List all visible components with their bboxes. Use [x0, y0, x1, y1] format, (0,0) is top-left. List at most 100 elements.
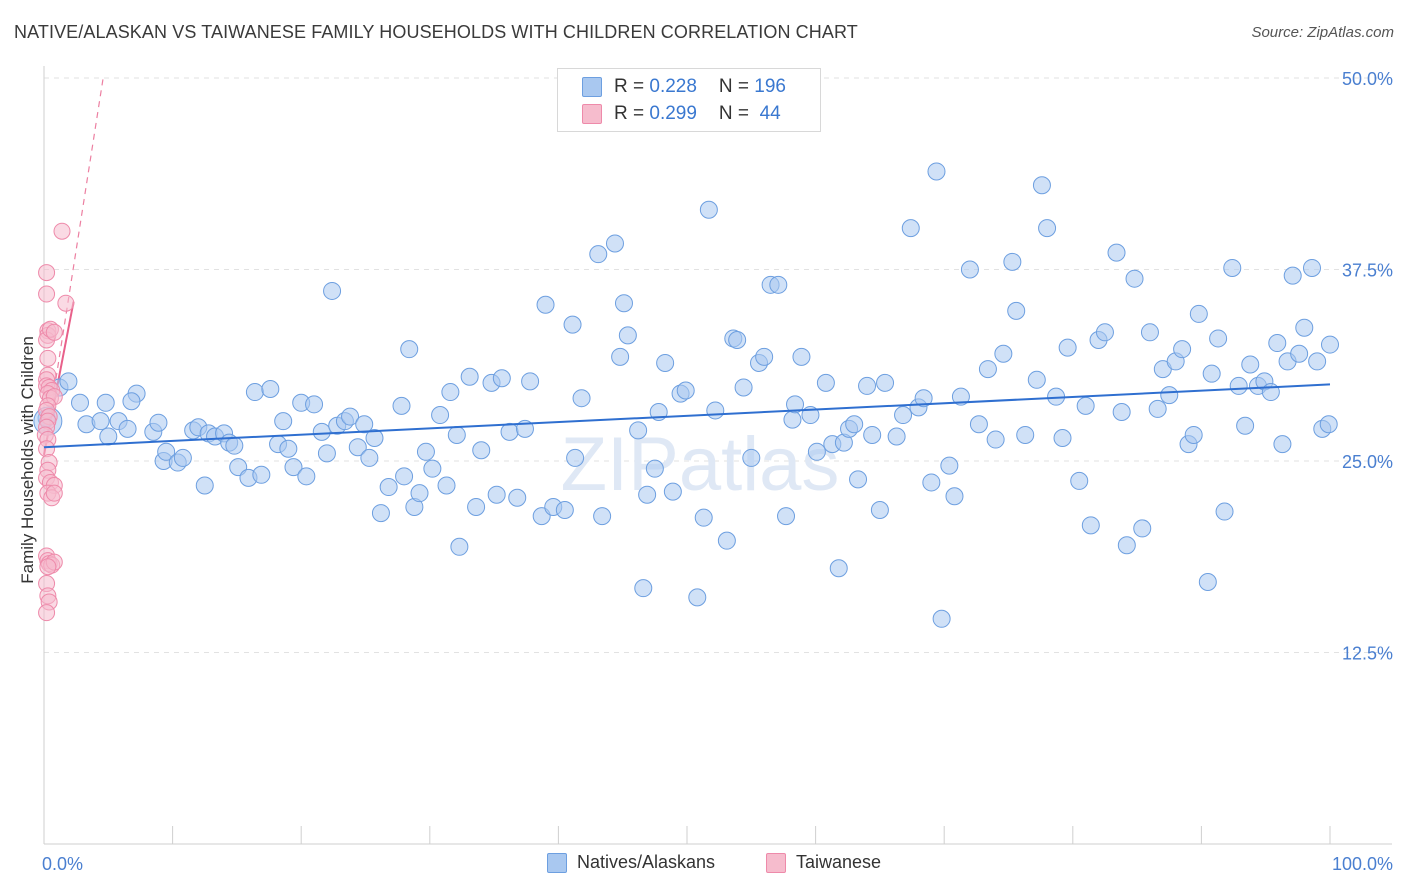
natives-point: [157, 442, 176, 461]
natives-point: [91, 412, 110, 431]
natives-point: [1058, 338, 1077, 357]
natives-point: [1095, 323, 1114, 342]
natives-point: [755, 347, 774, 366]
natives-point: [1125, 269, 1144, 288]
natives-points: [33, 162, 1339, 628]
natives-point: [994, 344, 1013, 363]
natives-point: [769, 275, 788, 294]
natives-point: [932, 609, 951, 628]
natives-point: [355, 415, 374, 434]
natives-point: [472, 441, 491, 460]
natives-point: [593, 507, 612, 526]
natives-point: [521, 372, 540, 391]
natives-point: [379, 478, 398, 497]
natives-point: [960, 260, 979, 279]
taiwanese-swatch: [582, 104, 602, 124]
taiwanese-point: [45, 484, 63, 502]
natives-point: [699, 200, 718, 219]
legend-n-value-natives: 196: [754, 76, 786, 97]
natives-point: [1038, 219, 1057, 238]
natives-point: [1223, 258, 1242, 277]
natives-point: [688, 588, 707, 607]
natives-point: [1133, 519, 1152, 538]
natives-point: [663, 482, 682, 501]
natives-point: [252, 465, 271, 484]
natives-point: [1295, 318, 1314, 337]
natives-point: [676, 381, 695, 400]
natives-point: [467, 497, 486, 516]
y-tick-label: 25.0%: [1342, 452, 1393, 472]
stats-legend: R = 0.228 N = 196 R = 0.299 N = 44: [557, 68, 821, 132]
legend-n-value-taiwanese: 44: [754, 103, 781, 124]
legend-r-value-taiwanese: 0.299: [649, 103, 697, 124]
natives-point: [447, 425, 466, 444]
taiwanese-point: [38, 264, 56, 282]
natives-point: [1016, 425, 1035, 444]
natives-point: [1007, 301, 1026, 320]
natives-point: [618, 326, 637, 345]
taiwanese-point: [39, 349, 57, 367]
natives-point: [450, 537, 469, 556]
natives-point: [395, 467, 414, 486]
taiwanese-point: [53, 222, 71, 240]
legend-n-label: N =: [718, 76, 755, 97]
natives-point: [1215, 502, 1234, 521]
natives-point: [638, 485, 657, 504]
natives-point: [1202, 364, 1221, 383]
natives-legend-swatch: [547, 852, 567, 873]
taiwanese-point: [45, 323, 63, 341]
y-tick-label: 12.5%: [1342, 644, 1393, 664]
natives-point: [922, 473, 941, 492]
legend-item-taiwanese: Taiwanese: [766, 852, 881, 873]
natives-point: [96, 393, 115, 412]
natives-point: [734, 378, 753, 397]
legend-n-label: N =: [718, 103, 755, 124]
natives-point: [894, 406, 913, 425]
natives-point: [371, 504, 390, 523]
natives-point: [717, 531, 736, 550]
natives-point: [858, 376, 877, 395]
natives-point: [816, 373, 835, 392]
legend-r-label: R =: [614, 76, 650, 97]
x-tick-label: 100.0%: [1332, 854, 1393, 874]
natives-point: [360, 448, 379, 467]
natives-point: [492, 369, 511, 388]
natives-point: [1107, 243, 1126, 262]
natives-point: [1283, 266, 1302, 285]
natives-point: [341, 407, 360, 426]
natives-point: [348, 438, 367, 457]
natives-point: [1140, 323, 1159, 342]
natives-point: [274, 412, 293, 431]
natives-point: [951, 387, 970, 406]
natives-point: [634, 579, 653, 598]
natives-point: [566, 448, 585, 467]
natives-point: [1209, 329, 1228, 348]
natives-point: [305, 395, 324, 414]
natives-point: [986, 430, 1005, 449]
natives-point: [1189, 304, 1208, 323]
natives-point: [487, 485, 506, 504]
natives-point: [1319, 415, 1338, 434]
taiwanese-point: [38, 604, 56, 622]
taiwanese-points: [36, 222, 75, 622]
natives-point: [1117, 536, 1136, 555]
natives-point: [437, 476, 456, 495]
natives-point: [1308, 352, 1327, 371]
natives-point: [392, 396, 411, 415]
natives-point: [1003, 252, 1022, 271]
natives-point: [245, 383, 264, 402]
natives-point: [317, 444, 336, 463]
natives-point: [431, 406, 450, 425]
natives-point: [876, 373, 895, 392]
natives-point: [1184, 425, 1203, 444]
natives-point: [914, 389, 933, 408]
natives-point: [323, 281, 342, 300]
natives-point: [863, 425, 882, 444]
natives-point: [441, 383, 460, 402]
natives-point: [614, 294, 633, 313]
natives-point: [887, 427, 906, 446]
natives-point: [1076, 396, 1095, 415]
natives-point: [777, 507, 796, 526]
natives-point: [645, 459, 664, 478]
